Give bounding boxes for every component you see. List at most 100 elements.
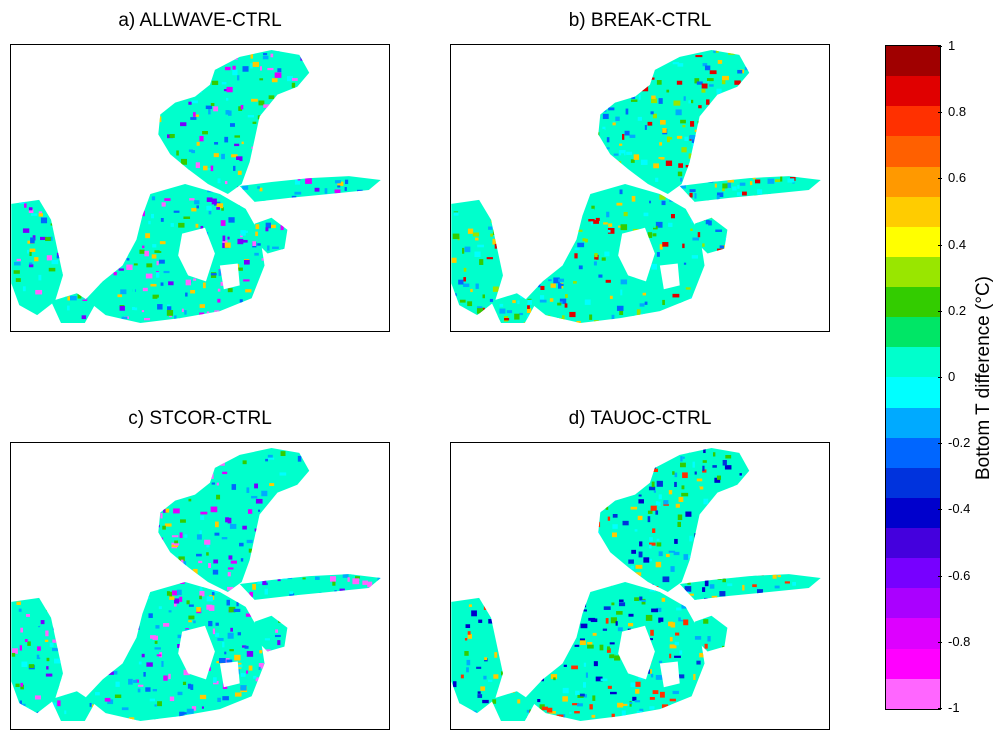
data-cell — [191, 89, 198, 95]
data-cell — [101, 253, 108, 258]
data-cell — [317, 61, 324, 64]
data-cell — [20, 447, 25, 450]
data-cell — [380, 450, 381, 454]
data-cell — [47, 518, 50, 523]
data-cell — [474, 191, 479, 197]
data-cell — [161, 202, 166, 207]
data-cell — [374, 463, 380, 469]
data-cell — [667, 702, 672, 707]
data-cell — [622, 520, 629, 526]
data-cell — [594, 539, 598, 546]
data-cell — [293, 507, 296, 510]
data-cell — [694, 193, 697, 199]
data-cell — [563, 664, 567, 667]
data-cell — [798, 491, 803, 497]
data-cell — [372, 453, 378, 458]
data-cell — [113, 567, 116, 572]
data-cell — [804, 192, 810, 198]
data-cell — [259, 78, 264, 81]
data-cell — [228, 217, 235, 223]
data-cell — [788, 494, 791, 499]
data-cell — [492, 238, 498, 245]
data-cell — [517, 185, 523, 189]
data-cell — [545, 520, 550, 526]
data-cell — [510, 614, 515, 621]
data-cell — [96, 268, 102, 271]
data-cell — [291, 312, 295, 319]
data-cell — [482, 294, 485, 299]
data-cell — [532, 636, 538, 641]
colorbar-band — [886, 46, 940, 77]
data-cell — [649, 200, 652, 204]
data-cell — [591, 205, 595, 211]
data-cell — [286, 702, 292, 707]
baltic-map-c — [11, 447, 381, 729]
data-cell — [29, 143, 34, 148]
data-cell — [346, 143, 350, 147]
data-cell — [627, 628, 632, 631]
data-cell — [148, 148, 152, 152]
data-cell — [582, 464, 588, 468]
data-cell — [182, 70, 186, 74]
data-cell — [266, 720, 271, 722]
data-cell — [772, 573, 777, 579]
data-cell — [719, 703, 727, 708]
data-cell — [503, 565, 507, 570]
data-cell — [206, 596, 213, 602]
data-cell — [490, 177, 493, 182]
data-cell — [99, 256, 103, 263]
data-cell — [595, 217, 600, 221]
data-cell — [66, 139, 70, 143]
data-cell — [701, 325, 703, 328]
data-cell — [565, 294, 568, 298]
data-cell — [194, 200, 200, 205]
data-cell — [800, 555, 804, 561]
data-cell — [22, 703, 26, 707]
data-cell — [669, 137, 673, 140]
data-cell — [670, 566, 675, 572]
data-cell — [339, 249, 342, 256]
data-cell — [134, 537, 141, 543]
data-cell — [791, 315, 797, 320]
data-cell — [488, 226, 493, 230]
data-cell — [213, 153, 219, 158]
data-cell — [191, 706, 197, 711]
data-cell — [55, 684, 61, 690]
data-cell — [532, 473, 535, 478]
data-cell — [797, 632, 803, 639]
data-cell — [170, 223, 174, 227]
data-cell — [81, 723, 86, 727]
data-cell — [356, 78, 363, 84]
data-cell — [738, 490, 741, 494]
data-cell — [569, 127, 577, 132]
data-cell — [162, 525, 166, 530]
data-cell — [32, 185, 39, 191]
data-cell — [374, 582, 379, 586]
data-cell — [157, 462, 164, 468]
data-cell — [677, 521, 682, 528]
data-cell — [710, 556, 716, 560]
data-cell — [454, 521, 462, 526]
data-cell — [463, 156, 466, 162]
data-cell — [483, 604, 489, 610]
data-cell — [293, 559, 299, 564]
data-cell — [384, 258, 389, 263]
data-cell — [739, 473, 742, 476]
data-cell — [683, 96, 686, 101]
data-cell — [65, 625, 72, 629]
data-cell — [292, 240, 297, 244]
data-cell — [509, 261, 513, 265]
data-cell — [350, 568, 358, 574]
data-cell — [691, 142, 698, 148]
data-cell — [165, 508, 170, 513]
data-cell — [284, 251, 291, 254]
data-cell — [501, 89, 509, 92]
data-cell — [561, 252, 568, 256]
data-cell — [825, 522, 828, 525]
data-cell — [213, 559, 219, 564]
data-cell — [166, 724, 171, 729]
data-cell — [465, 114, 470, 121]
data-cell — [507, 475, 512, 481]
data-cell — [315, 563, 319, 569]
data-cell — [259, 66, 262, 71]
